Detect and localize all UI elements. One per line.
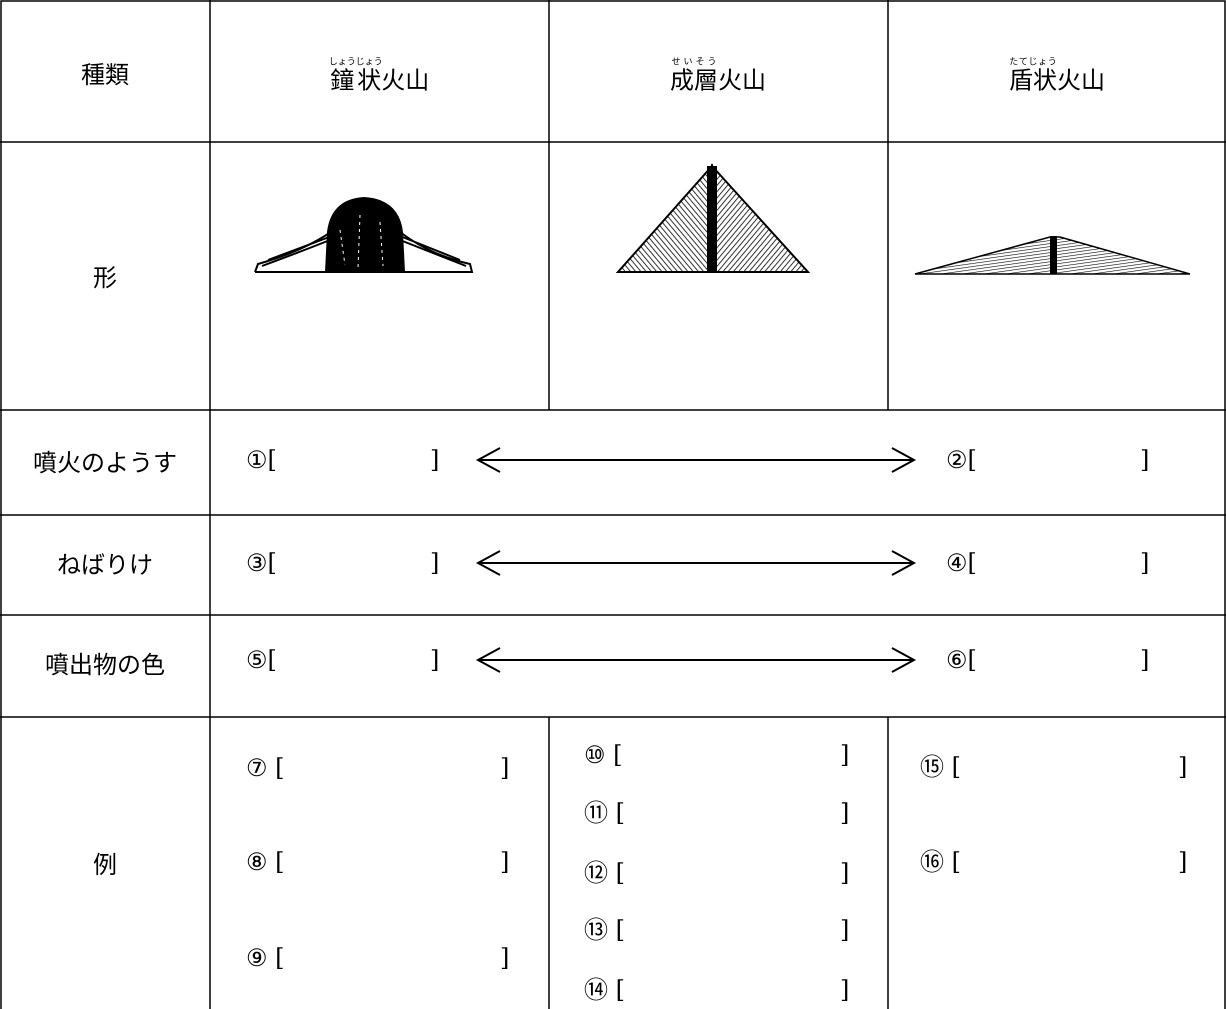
shield-volcano: [914, 236, 1191, 275]
ruby-base: 成層: [670, 66, 718, 95]
blank-text: ⑧ [: [246, 848, 285, 876]
row-label: 噴出物の色: [45, 651, 165, 679]
row-label: 例: [93, 851, 117, 879]
header-rest: 火山: [1057, 66, 1105, 95]
blank-text: ]: [840, 799, 850, 827]
header-rest: 火山: [718, 66, 766, 95]
blank-text: ]: [500, 944, 510, 972]
ruby-base: 鐘状: [328, 66, 383, 95]
blank-text: ]: [500, 754, 510, 782]
blank-text: ]: [430, 446, 440, 474]
blank-text: ⑯ [: [920, 848, 961, 876]
blank-text: ]: [1140, 549, 1150, 577]
blank-text: ]: [840, 859, 850, 887]
blank-text: ]: [500, 848, 510, 876]
ruby-text: せいそう: [670, 57, 718, 68]
ruby-text: たてじょう: [1009, 57, 1057, 68]
blank-text: ⑭ [: [584, 976, 625, 1004]
ruby-text: しょうじょう: [328, 57, 383, 68]
header-label: 種類: [81, 61, 129, 89]
blank-text: ⑦ [: [246, 754, 285, 782]
blank-text: ⑨ [: [246, 944, 285, 972]
blank-text: ②[: [946, 446, 977, 474]
blank-text: ⑥[: [946, 646, 977, 674]
blank-text: ]: [1178, 753, 1188, 781]
blank-text: ⑫ [: [584, 859, 625, 887]
blank-text: ]: [1140, 646, 1150, 674]
row-label: ねばりけ: [57, 551, 153, 579]
blank-text: ⑪ [: [584, 799, 625, 827]
blank-text: ④[: [946, 549, 977, 577]
dome-volcano: [254, 196, 474, 273]
blank-text: ]: [1178, 848, 1188, 876]
blank-text: ]: [1140, 446, 1150, 474]
blank-text: ]: [430, 549, 440, 577]
header-rest: 火山: [381, 66, 430, 95]
column-header: 成層せいそう火山: [670, 58, 766, 93]
strato-volcano: [615, 163, 811, 273]
blank-text: ⑬ [: [584, 916, 625, 944]
blank-text: ]: [840, 916, 850, 944]
blank-text: ⑮ [: [920, 753, 961, 781]
blank-text: ①[: [246, 446, 277, 474]
arrows: [475, 447, 917, 673]
blank-text: ]: [840, 976, 850, 1004]
column-header: 鐘状しょうじょう火山: [329, 58, 430, 93]
blank-text: ⑤[: [246, 646, 277, 674]
row-label: 噴火のようす: [33, 449, 177, 477]
column-header: 盾状たてじょう火山: [1009, 58, 1105, 93]
blank-text: ]: [430, 646, 440, 674]
blank-text: ⑩ [: [584, 741, 623, 769]
ruby-base: 盾状: [1009, 66, 1057, 95]
blank-text: ③[: [246, 549, 277, 577]
blank-text: ]: [840, 741, 850, 769]
row-label: 形: [93, 264, 117, 292]
